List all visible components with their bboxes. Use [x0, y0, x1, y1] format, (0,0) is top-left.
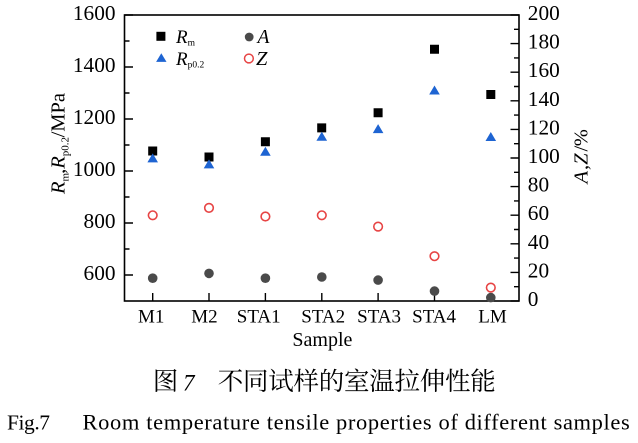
svg-text:/MPa: /MPa [48, 93, 70, 137]
svg-text:100: 100 [528, 144, 560, 168]
svg-text:120: 120 [528, 115, 560, 139]
svg-text:M1: M1 [138, 307, 164, 328]
svg-text:1600: 1600 [73, 1, 116, 25]
svg-text:R: R [48, 156, 70, 170]
svg-text:20: 20 [528, 258, 549, 282]
svg-text:140: 140 [528, 87, 560, 111]
svg-text:Rp0.2: Rp0.2 [175, 49, 204, 71]
svg-text:A: A [256, 27, 270, 48]
svg-text:7: 7 [183, 371, 196, 396]
svg-text:800: 800 [84, 209, 116, 233]
svg-text:M2: M2 [191, 307, 217, 328]
svg-text:Room temperature tensile prope: Room temperature tensile properties of d… [83, 410, 631, 435]
svg-text:STA4: STA4 [412, 307, 456, 328]
svg-text:/: / [571, 146, 593, 152]
svg-text:60: 60 [528, 201, 549, 225]
svg-text:200: 200 [528, 1, 560, 25]
svg-text:80: 80 [528, 173, 549, 197]
svg-text:160: 160 [528, 58, 560, 82]
svg-text:%: % [571, 129, 593, 146]
svg-text:Fig.7: Fig.7 [7, 411, 50, 435]
svg-text:0: 0 [528, 287, 539, 311]
svg-text:,: , [571, 165, 593, 170]
svg-text:1200: 1200 [73, 105, 116, 129]
svg-text:,: , [48, 169, 70, 174]
svg-text:1000: 1000 [73, 157, 116, 181]
svg-text:Sample: Sample [292, 329, 352, 351]
svg-text:1400: 1400 [73, 53, 116, 77]
svg-text:p0.2: p0.2 [60, 137, 72, 156]
svg-text:Z: Z [256, 48, 268, 70]
svg-text:Z: Z [571, 153, 593, 165]
svg-text:600: 600 [84, 261, 116, 285]
svg-text:STA3: STA3 [357, 307, 401, 328]
svg-text:STA2: STA2 [301, 307, 345, 328]
svg-text:40: 40 [528, 230, 549, 254]
svg-text:LM: LM [478, 307, 507, 328]
svg-text:R: R [48, 181, 70, 195]
svg-text:Rm: Rm [175, 27, 196, 49]
svg-text:180: 180 [528, 30, 560, 54]
svg-text:STA1: STA1 [237, 307, 281, 328]
svg-text:m: m [60, 173, 72, 182]
svg-text:A: A [571, 171, 593, 186]
